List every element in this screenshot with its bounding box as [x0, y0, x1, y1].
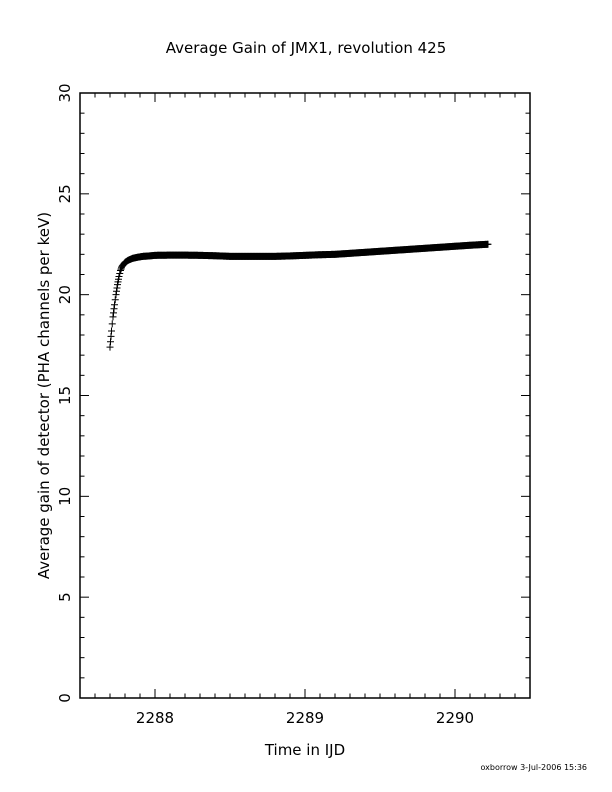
data-point	[111, 301, 118, 309]
plot-frame	[79, 92, 531, 699]
y-tick-label: 20	[56, 285, 74, 304]
x-tick-label: 2288	[136, 709, 174, 727]
data-point	[484, 240, 492, 248]
y-tick-label: 0	[56, 693, 74, 703]
y-axis-label: Average gain of detector (PHA channels p…	[35, 212, 53, 579]
y-tick-label: 15	[56, 386, 74, 405]
data-point	[108, 327, 115, 335]
y-tick-label: 10	[56, 487, 74, 506]
x-axis-label: Time in IJD	[264, 741, 345, 759]
x-tick-label: 2289	[286, 709, 324, 727]
data-point	[115, 273, 123, 281]
axis-tick-labels: 2288 2289 2290 0 5 10 15 20 25 30	[56, 83, 474, 727]
data-point	[108, 320, 116, 328]
axis-ticks	[79, 92, 531, 699]
y-tick-label: 5	[56, 592, 74, 602]
x-tick-label: 2290	[436, 709, 474, 727]
data-points	[106, 240, 492, 351]
data-point	[111, 296, 119, 304]
y-tick-label: 25	[56, 184, 74, 203]
data-point	[116, 269, 124, 277]
chart-title: Average Gain of JMX1, revolution 425	[166, 39, 447, 57]
footer-stamp: oxborrow 3-Jul-2006 15:36	[480, 763, 587, 772]
y-tick-label: 30	[56, 83, 74, 102]
